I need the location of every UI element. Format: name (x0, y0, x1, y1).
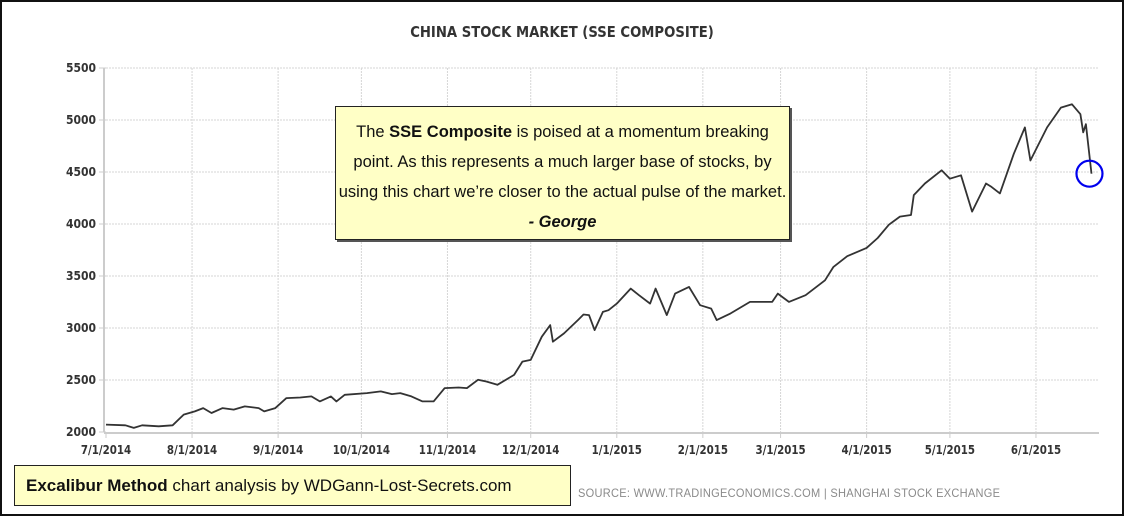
y-tick-label: 3000 (66, 321, 96, 335)
annotation-pre: The (356, 123, 390, 141)
x-tick-label: 8/1/2014 (167, 442, 217, 457)
chart-title: CHINA STOCK MARKET (SSE COMPOSITE) (410, 23, 714, 41)
x-tick-label: 1/1/2015 (592, 442, 642, 457)
credit-bold: Excalibur Method (26, 476, 168, 495)
y-tick-label: 5500 (66, 61, 96, 75)
x-tick-label: 11/1/2014 (419, 442, 476, 457)
x-tick-label: 5/1/2015 (925, 442, 975, 457)
credit-box: Excalibur Method chart analysis by WDGan… (14, 465, 571, 506)
x-tick-label: 4/1/2015 (842, 442, 892, 457)
series-line-sse-composite (105, 103, 1093, 429)
y-tick-label: 4500 (66, 165, 96, 179)
annotation-text: is poised at a momentum breaking point. … (338, 123, 787, 201)
y-tick-label: 2500 (66, 373, 96, 387)
annotation-bold: SSE Composite (389, 123, 513, 141)
credit-text: chart analysis by WDGann-Lost-Secrets.co… (167, 476, 512, 495)
y-tick-label: 4000 (66, 217, 96, 231)
highlight-circle (1075, 159, 1104, 188)
y-tick-label: 5000 (66, 113, 96, 127)
x-tick-label: 10/1/2014 (333, 442, 390, 457)
annotation-box: The SSE Composite is poised at a momentu… (335, 106, 790, 240)
x-tick-label: 9/1/2014 (253, 442, 303, 457)
y-tick-label: 3500 (66, 269, 96, 283)
x-tick-label: 6/1/2015 (1011, 442, 1061, 457)
x-tick-label: 7/1/2014 (81, 442, 131, 457)
x-tick-label: 3/1/2015 (755, 442, 805, 457)
y-tick-label: 2000 (66, 425, 96, 439)
annotation-signature: - George (528, 213, 597, 231)
source-text: SOURCE: WWW.TRADINGECONOMICS.COM | SHANG… (578, 486, 1001, 500)
x-tick-label: 2/1/2015 (678, 442, 728, 457)
x-tick-label: 12/1/2014 (502, 442, 559, 457)
